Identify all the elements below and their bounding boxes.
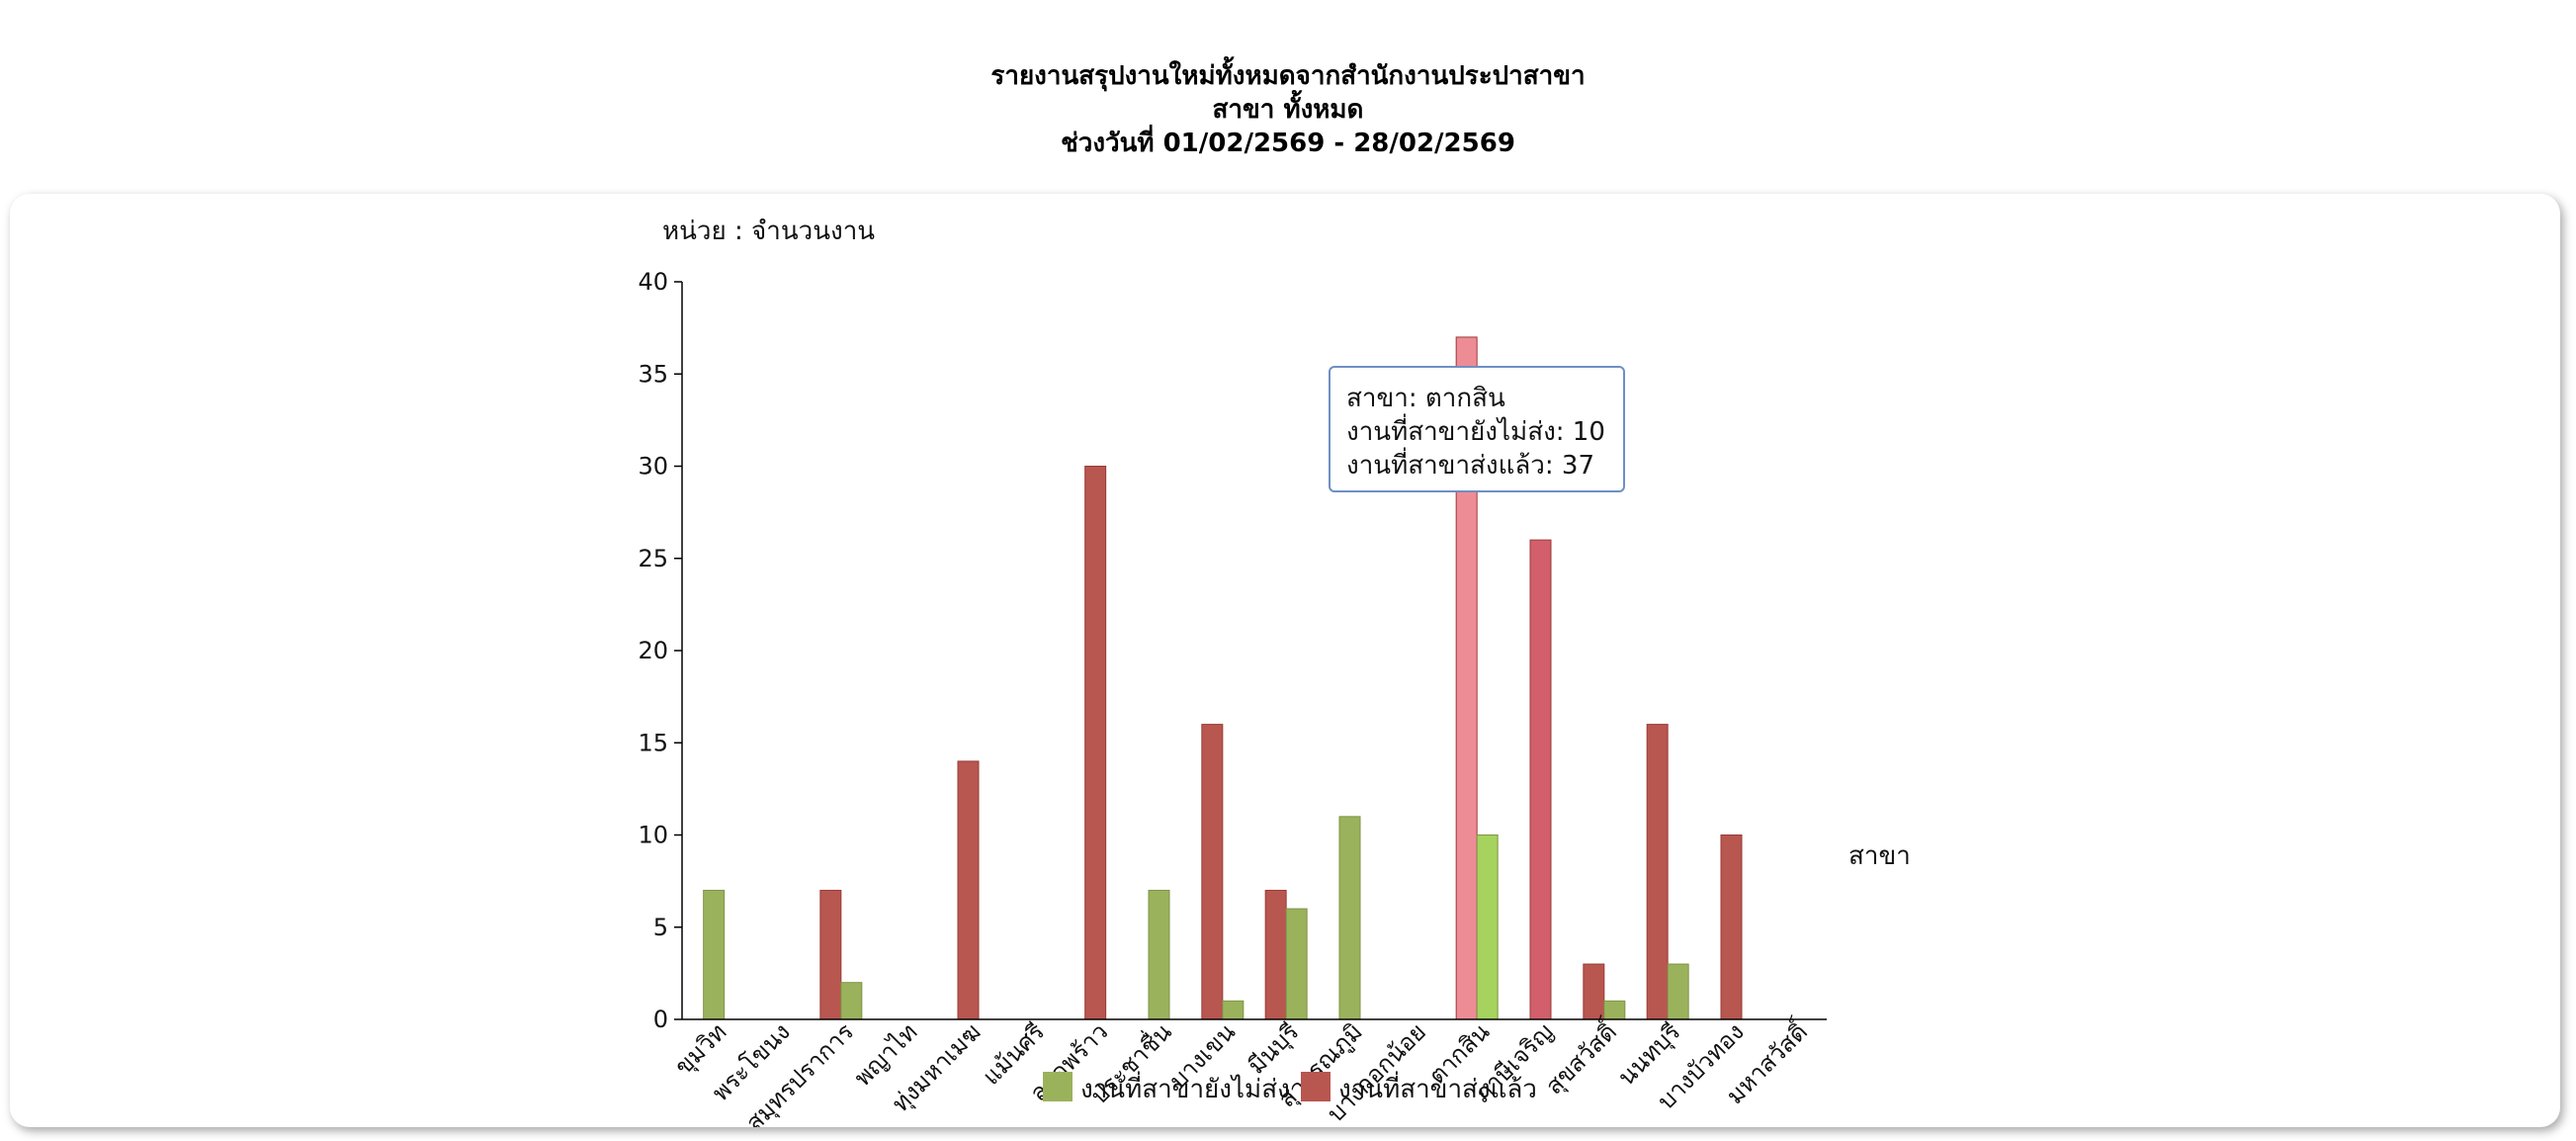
- y-tick-label: 5: [653, 914, 668, 941]
- y-tick-label: 25: [638, 545, 668, 572]
- x-axis-tick-labels: ขุมวิทพระโขนงสมุทรปราการพญาไททุ่งมหาเมฆแ…: [669, 1013, 1815, 1127]
- y-axis-label: หน่วย : จำนวนงาน: [662, 217, 875, 246]
- x-tick-label: สุขสวัสดิ์: [1537, 1013, 1624, 1100]
- bar-not-sent[interactable]: [1667, 963, 1689, 1020]
- report-subtitle: สาขา ทั้งหมด: [1212, 95, 1364, 125]
- bar-sent[interactable]: [1529, 539, 1552, 1020]
- y-tick-label: 15: [638, 729, 668, 756]
- bar-sent[interactable]: [819, 889, 842, 1020]
- bar-not-sent[interactable]: [1222, 1000, 1245, 1020]
- bar-sent[interactable]: [1264, 889, 1287, 1020]
- bar-sent[interactable]: [1720, 834, 1743, 1020]
- y-tick-label: 20: [638, 637, 668, 664]
- legend-swatch: [1301, 1072, 1331, 1101]
- y-tick-label: 40: [638, 268, 668, 296]
- y-tick-label: 0: [653, 1006, 668, 1033]
- bar-sent[interactable]: [957, 760, 980, 1020]
- report-title: รายงานสรุปงานใหม่ทั้งหมดจากสำนักงานประปา…: [990, 61, 1586, 91]
- legend-swatch: [1043, 1072, 1073, 1101]
- bar-sent[interactable]: [1084, 466, 1107, 1020]
- y-axis-ticks: 0 5 10 15 20 25 30 35 40: [638, 268, 682, 1033]
- report-date-range: ช่วงวันที่ 01/02/2569 - 28/02/2569: [1061, 129, 1515, 158]
- legend-label: งานที่สาขายังไม่ส่ง: [1080, 1071, 1290, 1104]
- bar-chart: หน่วย : จำนวนงาน สาขา 0 5 10 15 20 25 30 35 40 ข…: [638, 217, 1911, 1127]
- bar-not-sent[interactable]: [1476, 834, 1499, 1020]
- bar-not-sent[interactable]: [1338, 816, 1361, 1020]
- tooltip-category: สาขา: ตากสิน: [1346, 384, 1505, 413]
- bar-not-sent[interactable]: [1148, 889, 1170, 1020]
- y-tick-label: 10: [638, 822, 668, 849]
- bar-sent[interactable]: [1646, 724, 1669, 1020]
- x-axis-label: สาขา: [1848, 841, 1911, 871]
- tooltip: สาขา: ตากสิน งานที่สาขายังไม่ส่ง: 10 งาน…: [1329, 366, 1625, 492]
- bar-not-sent[interactable]: [1285, 908, 1308, 1020]
- tooltip-sent: งานที่สาขาส่งแล้ว: 37: [1346, 451, 1595, 481]
- bars: [703, 336, 1743, 1020]
- bar-sent[interactable]: [1583, 963, 1605, 1020]
- bar-sent[interactable]: [1201, 724, 1224, 1020]
- legend-label: งานที่สาขาส่งแล้ว: [1338, 1071, 1537, 1104]
- bar-not-sent[interactable]: [1603, 1000, 1626, 1020]
- chart-panel: หน่วย : จำนวนงาน สาขา 0 5 10 15 20 25 30 35 40 ข…: [10, 194, 2560, 1127]
- y-tick-label: 30: [638, 453, 668, 481]
- bar-not-sent[interactable]: [703, 889, 726, 1020]
- report-header: รายงานสรุปงานใหม่ทั้งหมดจากสำนักงานประปา…: [0, 59, 2576, 160]
- bar-not-sent[interactable]: [840, 982, 863, 1020]
- legend: งานที่สาขายังไม่ส่ง งานที่สาขาส่งแล้ว: [1043, 1071, 1537, 1104]
- tooltip-not-sent: งานที่สาขายังไม่ส่ง: 10: [1346, 417, 1605, 447]
- y-tick-label: 35: [638, 360, 668, 388]
